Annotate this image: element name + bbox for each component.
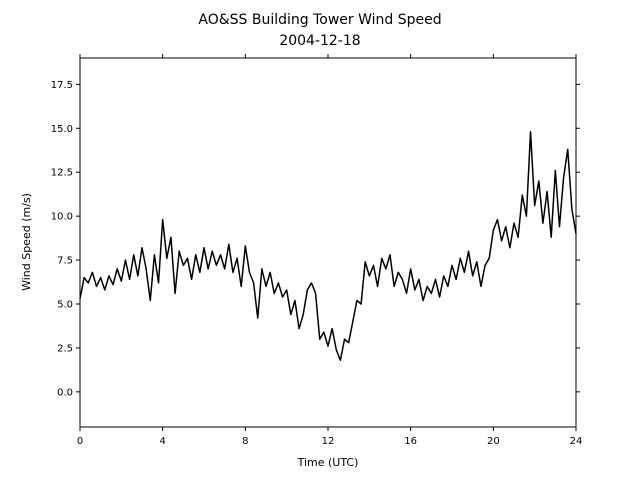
y-tick-label: 5.0 [57, 300, 73, 311]
x-tick-label: 16 [404, 436, 417, 447]
x-tick-label: 4 [159, 436, 165, 447]
x-tick-label: 20 [487, 436, 500, 447]
data-line [79, 131, 577, 361]
y-tick-label: 10.0 [51, 212, 73, 223]
chart-subtitle: 2004-12-18 [279, 33, 360, 49]
x-axis-label: Time (UTC) [297, 456, 359, 469]
y-tick-label: 7.5 [57, 256, 73, 267]
y-tick-label: 0.0 [57, 387, 73, 398]
y-tick-label: 17.5 [51, 80, 73, 91]
x-tick-label: 8 [242, 436, 248, 447]
x-tick-label: 12 [322, 436, 335, 447]
y-tick-label: 2.5 [57, 343, 73, 354]
y-tick-label: 12.5 [51, 168, 73, 179]
y-tick-label: 15.0 [51, 124, 73, 135]
y-axis-label: Wind Speed (m/s) [20, 193, 33, 291]
x-tick-label: 0 [77, 436, 83, 447]
x-tick-label: 24 [570, 436, 583, 447]
chart-title: AO&SS Building Tower Wind Speed [198, 12, 441, 28]
